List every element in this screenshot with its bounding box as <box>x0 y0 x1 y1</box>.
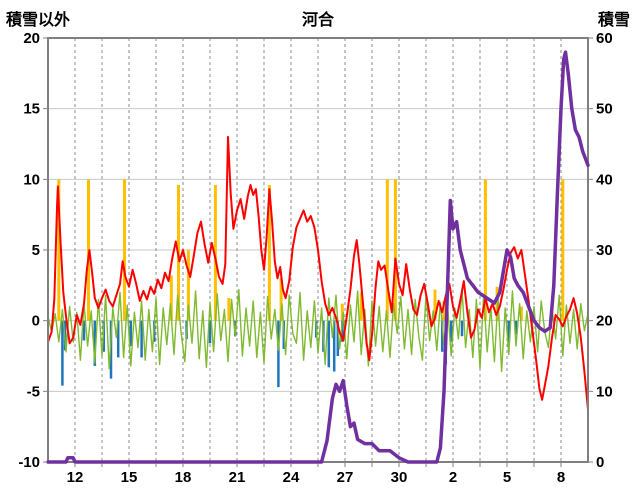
x-tick-label: 5 <box>503 469 511 486</box>
x-tick-label: 2 <box>449 469 457 486</box>
right-axis-title: 積雪 <box>597 12 630 29</box>
x-tick-label: 12 <box>67 469 84 486</box>
y-right-tick-label: 60 <box>596 30 613 47</box>
x-tick-label: 27 <box>337 469 354 486</box>
y-right-tick-label: 10 <box>596 383 613 400</box>
left-axis-title: 積雪以外 <box>6 12 71 29</box>
chart-title: 河合 <box>301 12 334 29</box>
x-tick-label: 21 <box>229 469 246 486</box>
y-left-tick-label: 15 <box>23 101 40 118</box>
x-tick-label: 15 <box>121 469 138 486</box>
x-tick-label: 8 <box>557 469 565 486</box>
y-right-tick-label: 20 <box>596 313 613 330</box>
y-right-tick-label: 40 <box>596 171 613 188</box>
y-left-tick-label: -10 <box>18 454 40 471</box>
x-tick-label: 18 <box>175 469 192 486</box>
y-left-tick-label: -5 <box>27 383 40 400</box>
y-right-tick-label: 0 <box>596 454 604 471</box>
y-left-tick-label: 20 <box>23 30 40 47</box>
y-right-tick-label: 30 <box>596 242 613 259</box>
y-left-tick-label: 10 <box>23 171 40 188</box>
y-left-tick-label: 5 <box>32 242 40 259</box>
x-tick-label: 30 <box>391 469 408 486</box>
y-left-tick-label: 0 <box>32 313 40 330</box>
y-right-tick-label: 50 <box>596 101 613 118</box>
x-tick-label: 24 <box>283 469 300 486</box>
